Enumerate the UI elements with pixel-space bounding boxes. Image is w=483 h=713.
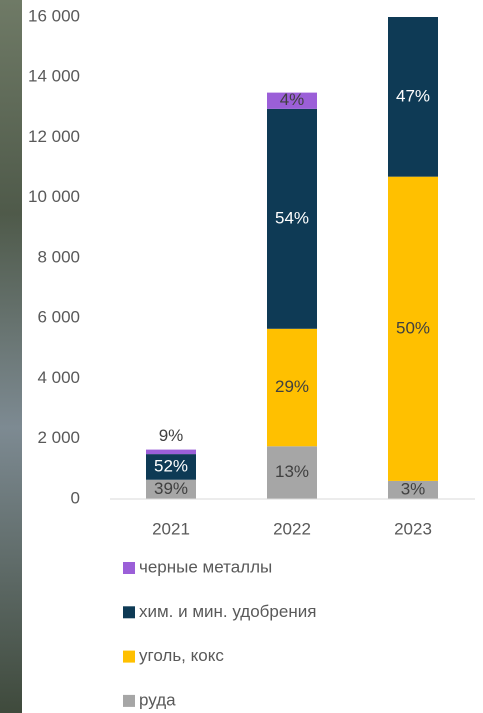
data-label: 4%: [280, 90, 305, 109]
y-tick-label: 2 000: [37, 428, 80, 447]
y-tick-label: 14 000: [28, 67, 80, 86]
y-tick-label: 8 000: [37, 247, 80, 266]
data-label: 54%: [275, 208, 309, 227]
y-tick-label: 6 000: [37, 308, 80, 327]
legend-swatch: [123, 606, 135, 619]
legend-swatch: [123, 562, 135, 574]
bar-segment: [388, 17, 438, 177]
x-tick-label: 2021: [152, 519, 190, 538]
bar-segment: [267, 92, 317, 109]
x-tick-label: 2023: [394, 519, 432, 538]
data-label: 13%: [275, 462, 309, 481]
legend-label: черные металлы: [139, 557, 272, 576]
data-label: 39%: [154, 479, 188, 498]
bar-segment: [267, 328, 317, 447]
background-photo: [0, 0, 22, 713]
legend-swatch: [123, 694, 135, 707]
legend-label: уголь, кокс: [139, 646, 224, 665]
bar-segment: [267, 108, 317, 329]
legend-swatch: [123, 650, 135, 663]
bar-segment: [146, 449, 196, 455]
data-label: 47%: [396, 86, 430, 105]
bar-segment: [267, 446, 317, 499]
x-tick-label: 2022: [273, 519, 311, 538]
bar-segment: [146, 479, 196, 499]
legend-label: руда: [139, 690, 176, 709]
y-tick-label: 12 000: [28, 127, 80, 146]
y-tick-label: 0: [71, 488, 80, 507]
bar-segment: [388, 176, 438, 481]
data-label: 9%: [159, 426, 184, 445]
bar-segment: [388, 480, 438, 499]
data-label: 52%: [154, 456, 188, 475]
data-label: 3%: [401, 479, 426, 498]
legend-label: хим. и мин. удобрения: [139, 602, 316, 621]
bar-segment: [146, 454, 196, 480]
y-tick-label: 4 000: [37, 368, 80, 387]
data-label: 29%: [275, 377, 309, 396]
y-tick-label: 10 000: [28, 187, 80, 206]
plot-area: [146, 17, 438, 499]
y-tick-label: 16 000: [28, 6, 80, 25]
data-label: 50%: [396, 318, 430, 337]
